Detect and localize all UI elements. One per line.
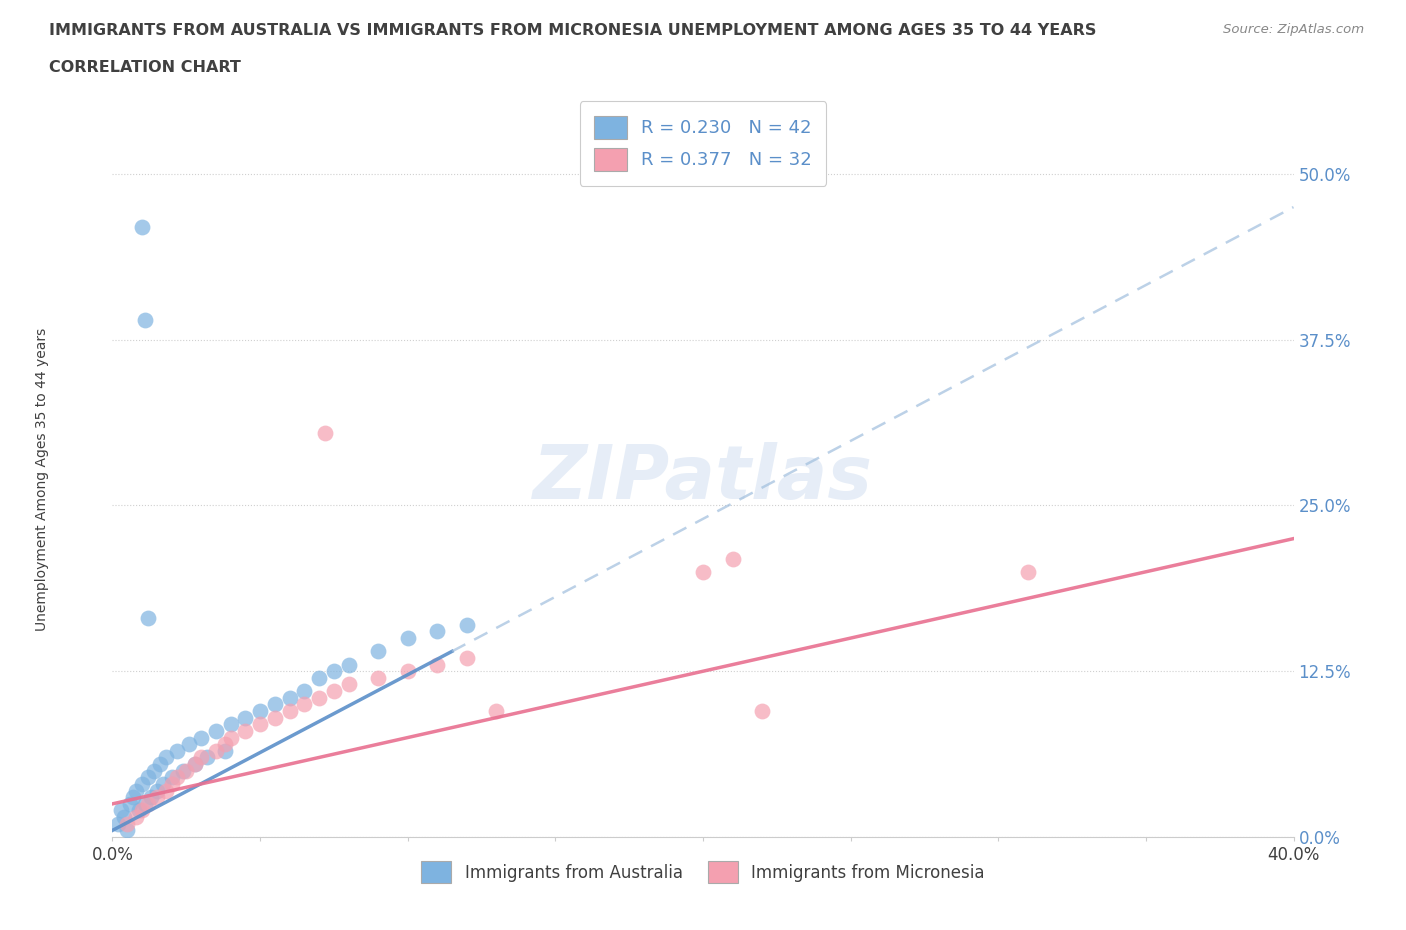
Point (136, 611, 159, 626)
Point (456, 618, 478, 632)
Point (214, 743, 236, 758)
Point (205, 724, 228, 738)
Point (166, 770, 188, 785)
Point (160, 777, 183, 791)
Point (184, 757, 207, 772)
Point (125, 783, 148, 798)
Point (456, 651, 478, 666)
Point (172, 764, 194, 778)
Point (117, 823, 138, 838)
Point (110, 803, 132, 817)
Point (396, 631, 419, 645)
Text: ZIPatlas: ZIPatlas (533, 443, 873, 515)
Point (308, 671, 330, 685)
Point (120, 796, 142, 811)
Point (367, 671, 389, 685)
Point (367, 644, 389, 658)
Point (214, 737, 236, 751)
Point (134, 796, 156, 811)
Point (179, 737, 201, 751)
Point (337, 677, 360, 692)
Point (219, 717, 242, 732)
Point (264, 697, 287, 711)
Point (292, 684, 315, 698)
Point (112, 810, 135, 825)
Point (134, 312, 156, 327)
Point (249, 704, 271, 719)
Point (136, 770, 159, 785)
Point (751, 704, 773, 719)
Point (485, 704, 508, 719)
Text: CORRELATION CHART: CORRELATION CHART (49, 60, 240, 75)
Point (190, 750, 212, 764)
Point (249, 717, 271, 732)
Point (233, 724, 256, 738)
Point (308, 690, 330, 705)
Point (278, 704, 301, 719)
Text: Source: ZipAtlas.com: Source: ZipAtlas.com (1223, 23, 1364, 36)
Point (146, 790, 169, 804)
Point (146, 783, 169, 798)
Point (292, 697, 315, 711)
Point (160, 770, 183, 785)
Point (152, 777, 174, 791)
Point (219, 730, 242, 745)
Point (131, 219, 153, 234)
Point (155, 750, 177, 764)
Point (205, 743, 228, 758)
Point (174, 764, 197, 778)
Point (195, 750, 218, 764)
Point (131, 803, 153, 817)
Point (131, 777, 153, 791)
Text: Unemployment Among Ages 35 to 44 years: Unemployment Among Ages 35 to 44 years (35, 327, 49, 631)
Point (136, 796, 159, 811)
Point (426, 624, 449, 639)
Point (314, 425, 336, 440)
Point (128, 803, 150, 817)
Point (125, 810, 148, 825)
Point (337, 658, 360, 672)
Point (233, 711, 256, 725)
Point (426, 658, 449, 672)
Point (190, 730, 212, 745)
Point (721, 551, 744, 566)
Point (142, 764, 165, 778)
Point (122, 790, 145, 804)
Point (264, 711, 287, 725)
Text: IMMIGRANTS FROM AUSTRALIA VS IMMIGRANTS FROM MICRONESIA UNEMPLOYMENT AMONG AGES : IMMIGRANTS FROM AUSTRALIA VS IMMIGRANTS … (49, 23, 1097, 38)
Point (149, 757, 172, 772)
Point (166, 743, 188, 758)
Point (1017, 565, 1039, 579)
Point (278, 690, 301, 705)
Point (323, 684, 346, 698)
Point (139, 790, 162, 804)
Point (692, 565, 714, 579)
Point (117, 817, 138, 831)
Point (323, 664, 346, 679)
Point (155, 783, 177, 798)
Point (184, 757, 207, 772)
Point (396, 664, 419, 679)
Legend: Immigrants from Australia, Immigrants from Micronesia: Immigrants from Australia, Immigrants fr… (415, 855, 991, 889)
Point (107, 817, 129, 831)
